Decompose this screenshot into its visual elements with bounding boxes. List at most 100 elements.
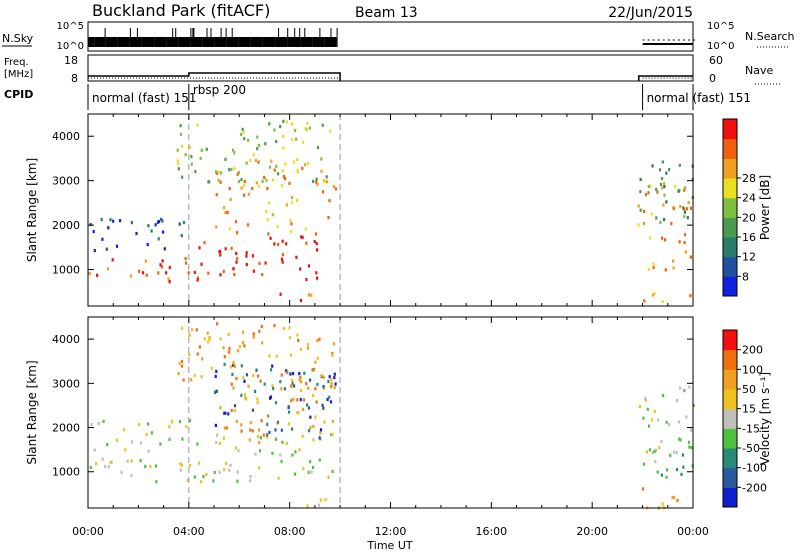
echo-cell bbox=[308, 126, 312, 130]
echo-cell bbox=[251, 254, 255, 258]
echo-cell bbox=[144, 259, 147, 263]
colorbar-swatch bbox=[723, 217, 737, 238]
echo-cell bbox=[294, 450, 297, 454]
echo-cell bbox=[266, 218, 269, 222]
echo-cell bbox=[224, 247, 227, 251]
echo-cell bbox=[236, 231, 239, 235]
echo-cell bbox=[258, 449, 262, 453]
echo-cell bbox=[321, 403, 324, 407]
echo-cell bbox=[249, 475, 252, 479]
colorbar-swatch bbox=[723, 448, 737, 469]
echo-cell bbox=[647, 191, 650, 195]
echo-cell bbox=[663, 193, 666, 197]
echo-cell bbox=[306, 342, 310, 347]
echo-cell bbox=[321, 123, 324, 127]
echo-cell bbox=[96, 273, 99, 277]
echo-cell bbox=[304, 127, 307, 131]
echo-cell bbox=[92, 230, 95, 234]
echo-cell bbox=[280, 257, 283, 261]
echo-cell bbox=[322, 406, 325, 410]
echo-cell bbox=[265, 210, 268, 214]
echo-cell bbox=[237, 171, 240, 175]
echo-cell bbox=[247, 223, 250, 227]
echo-cell bbox=[230, 408, 233, 413]
echo-cell bbox=[210, 366, 213, 370]
echo-cell bbox=[245, 373, 248, 377]
echo-cell bbox=[275, 139, 278, 144]
echo-cell bbox=[233, 151, 236, 155]
echo-cell bbox=[649, 236, 652, 240]
echo-cell bbox=[217, 170, 220, 174]
echo-cell bbox=[200, 262, 203, 266]
echo-cell bbox=[679, 205, 682, 209]
y-tick-label: 1000 bbox=[52, 466, 80, 479]
echo-cell bbox=[328, 375, 331, 379]
echo-cell bbox=[231, 363, 235, 367]
echo-cell bbox=[145, 273, 148, 277]
echo-cell bbox=[662, 505, 666, 509]
echo-cell bbox=[263, 175, 266, 179]
colorbar-tick-label: 20 bbox=[742, 211, 756, 224]
echo-cell bbox=[129, 274, 132, 278]
echo-cell bbox=[307, 470, 310, 474]
echo-cell bbox=[168, 266, 171, 270]
echo-cell bbox=[228, 468, 231, 472]
echo-cell bbox=[185, 261, 188, 265]
echo-cell bbox=[312, 465, 315, 470]
echo-cell bbox=[240, 364, 243, 368]
echo-cell bbox=[662, 203, 665, 207]
echo-cell bbox=[683, 188, 686, 192]
echo-cell bbox=[290, 399, 293, 403]
echo-cell bbox=[690, 446, 693, 450]
echo-cell bbox=[290, 230, 293, 234]
echo-cell bbox=[185, 425, 188, 429]
echo-cell bbox=[181, 144, 184, 148]
echo-cell bbox=[179, 462, 182, 466]
echo-cell bbox=[240, 423, 243, 427]
echo-cell bbox=[639, 177, 642, 182]
echo-cell bbox=[231, 148, 235, 152]
echo-cell bbox=[238, 179, 241, 184]
echo-cell bbox=[130, 473, 133, 478]
power-panel: 1000 2000 3000 4000 Slant Range [km] 8 12 16 20 2… bbox=[25, 113, 772, 307]
echo-cell bbox=[248, 438, 251, 442]
echo-cell bbox=[178, 420, 181, 424]
freq-panel-frame bbox=[87, 54, 694, 82]
echo-cell bbox=[273, 324, 276, 328]
echo-cell bbox=[161, 219, 164, 223]
echo-cell bbox=[280, 387, 283, 391]
echo-cell bbox=[647, 267, 650, 271]
echo-cell bbox=[179, 132, 183, 136]
echo-cell bbox=[282, 175, 285, 179]
echo-cell bbox=[247, 192, 250, 196]
echo-cell bbox=[196, 123, 199, 127]
echo-cell bbox=[219, 253, 222, 257]
echo-cell bbox=[233, 166, 236, 170]
echo-cell bbox=[652, 265, 655, 270]
echo-cell bbox=[676, 399, 679, 403]
echo-cell bbox=[646, 407, 649, 411]
echo-cell bbox=[233, 408, 237, 413]
echo-cell bbox=[659, 220, 662, 224]
echo-cell bbox=[256, 147, 259, 151]
echo-cell bbox=[90, 423, 93, 427]
echo-cell bbox=[318, 458, 321, 462]
echo-cell bbox=[292, 397, 295, 401]
echo-cell bbox=[179, 124, 182, 128]
echo-cell bbox=[287, 422, 291, 426]
echo-cell bbox=[262, 433, 265, 437]
echo-cell bbox=[676, 498, 679, 503]
y-axis-title: Slant Range [km] bbox=[25, 158, 39, 262]
x-tick-label: 20:00 bbox=[576, 525, 608, 538]
colorbar-tick-label: 28 bbox=[742, 172, 756, 185]
echo-cell bbox=[266, 433, 269, 437]
echo-cell bbox=[306, 504, 309, 508]
echo-cell bbox=[299, 267, 302, 271]
echo-cell bbox=[224, 411, 227, 415]
echo-cell bbox=[658, 446, 661, 450]
echo-cell bbox=[160, 265, 163, 269]
echo-cell bbox=[256, 374, 260, 378]
echo-cell bbox=[649, 184, 652, 188]
echo-cell bbox=[310, 293, 313, 297]
